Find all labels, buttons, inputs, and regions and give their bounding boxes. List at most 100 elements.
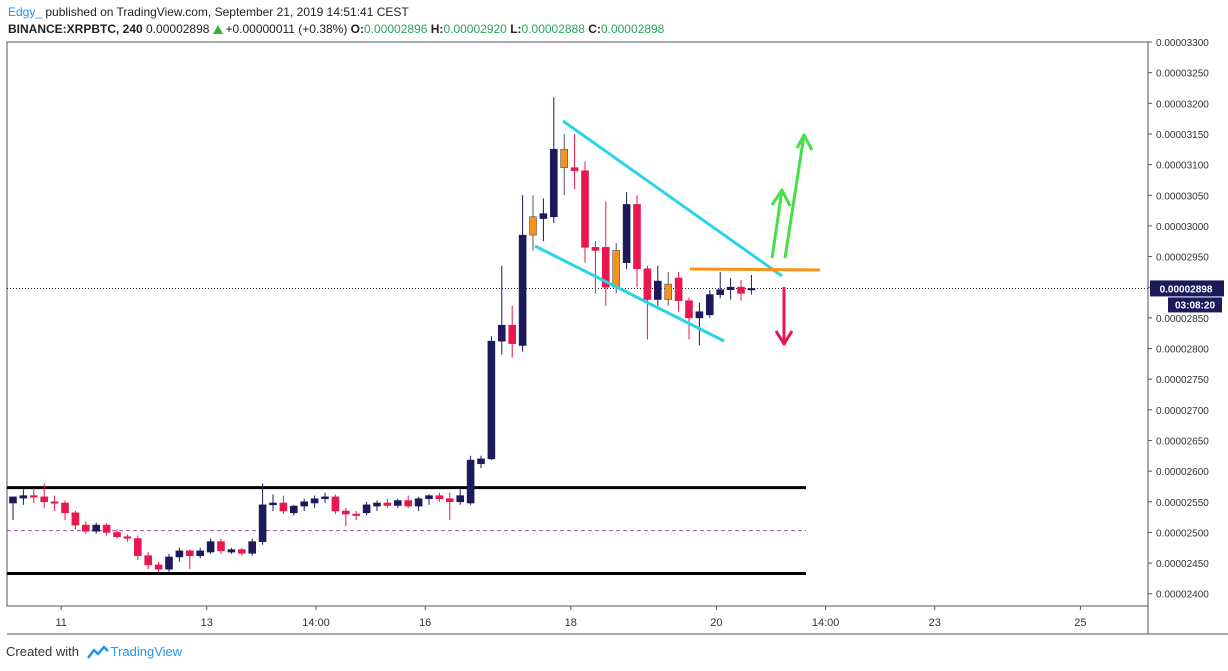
candle[interactable] <box>601 201 610 306</box>
candle[interactable] <box>716 271 725 299</box>
candle[interactable] <box>633 195 641 288</box>
candle[interactable] <box>227 547 236 554</box>
candle[interactable] <box>113 529 121 539</box>
candle[interactable] <box>144 552 152 570</box>
candle[interactable] <box>674 271 683 312</box>
candle-body <box>71 512 80 526</box>
candle[interactable] <box>217 538 225 554</box>
candle[interactable] <box>154 561 163 573</box>
candle[interactable] <box>206 538 215 554</box>
plot-area[interactable] <box>6 41 1149 607</box>
author-link[interactable]: Edgy_ <box>8 5 43 19</box>
wedge-lower-line[interactable] <box>534 244 725 343</box>
y-tick-label: 0.00002750 <box>1156 375 1209 386</box>
candle[interactable] <box>82 521 90 534</box>
candle[interactable] <box>404 495 413 508</box>
candle-body <box>529 216 537 236</box>
candle[interactable] <box>331 494 340 515</box>
candle[interactable] <box>695 302 704 346</box>
candle-body <box>186 550 194 557</box>
candle[interactable] <box>134 535 142 561</box>
candle-body <box>570 167 579 172</box>
candle[interactable] <box>497 265 506 355</box>
candle-body <box>9 496 17 504</box>
candle-body <box>248 541 256 554</box>
candle[interactable] <box>186 549 194 570</box>
candle[interactable] <box>518 195 527 352</box>
candle[interactable] <box>50 495 59 511</box>
candle[interactable] <box>341 507 350 527</box>
candle[interactable] <box>40 483 49 508</box>
candle[interactable] <box>529 195 537 251</box>
candle-body <box>737 286 745 294</box>
candle[interactable] <box>456 489 465 505</box>
candle-body <box>466 459 475 504</box>
candle[interactable] <box>445 492 454 521</box>
candle[interactable] <box>29 488 38 504</box>
candle[interactable] <box>539 198 548 242</box>
candle[interactable] <box>61 500 69 521</box>
candle[interactable] <box>477 455 485 469</box>
ohlc-legend: BINANCE:XRPBTC, 240 0.00002898 +0.0000001… <box>8 22 664 36</box>
candle[interactable] <box>238 547 246 556</box>
candle[interactable] <box>466 455 475 505</box>
target-arrow-2[interactable] <box>783 134 806 259</box>
candle[interactable] <box>487 336 496 461</box>
breakout-level-line[interactable] <box>689 267 821 272</box>
wedge-upper-line[interactable] <box>562 119 783 278</box>
tradingview-brand[interactable]: TradingView <box>110 644 183 659</box>
candle[interactable] <box>310 495 319 508</box>
candle[interactable] <box>165 553 173 572</box>
candle[interactable] <box>705 290 714 318</box>
candle[interactable] <box>269 494 277 511</box>
candle[interactable] <box>123 534 132 542</box>
candle[interactable] <box>321 492 329 504</box>
candle[interactable] <box>560 133 569 196</box>
candle[interactable] <box>726 278 735 300</box>
high-value: 0.00002920 <box>443 22 507 36</box>
candle[interactable] <box>508 305 517 358</box>
candle[interactable] <box>581 161 589 263</box>
candle[interactable] <box>9 496 17 521</box>
countdown-box <box>1168 297 1222 313</box>
candle-body <box>217 541 225 552</box>
candle[interactable] <box>425 494 433 505</box>
candle-body <box>383 502 392 506</box>
candle[interactable] <box>102 523 111 536</box>
candle-body <box>341 510 350 515</box>
candle[interactable] <box>71 510 80 530</box>
candle[interactable] <box>622 192 631 269</box>
candle[interactable] <box>92 522 100 534</box>
candle[interactable] <box>258 483 267 545</box>
candle[interactable] <box>570 133 579 190</box>
candle[interactable] <box>373 500 381 511</box>
candle[interactable] <box>414 496 423 511</box>
candle[interactable] <box>591 241 600 294</box>
candle[interactable] <box>737 279 745 301</box>
candle-body <box>445 498 454 503</box>
tradingview-logo-icon <box>86 645 109 659</box>
candle[interactable] <box>362 501 371 516</box>
candle[interactable] <box>747 274 756 295</box>
candle[interactable] <box>435 492 444 502</box>
candle[interactable] <box>300 498 309 511</box>
candle[interactable] <box>549 97 558 223</box>
candle[interactable] <box>279 495 288 515</box>
candle[interactable] <box>653 265 662 306</box>
candle[interactable] <box>289 504 298 516</box>
candle-body <box>310 498 319 504</box>
candle[interactable] <box>664 271 673 306</box>
candle-body <box>653 280 662 300</box>
candle[interactable] <box>685 297 693 340</box>
candle[interactable] <box>393 498 402 508</box>
symbol-label[interactable]: BINANCE:XRPBTC, 240 <box>8 22 143 36</box>
target-arrow-1[interactable] <box>770 189 784 259</box>
candle[interactable] <box>196 547 204 559</box>
candle[interactable] <box>352 510 361 521</box>
candle[interactable] <box>19 489 28 505</box>
candle[interactable] <box>248 538 256 556</box>
candle[interactable] <box>175 547 184 562</box>
candle[interactable] <box>383 498 392 508</box>
candle-body <box>373 502 381 507</box>
